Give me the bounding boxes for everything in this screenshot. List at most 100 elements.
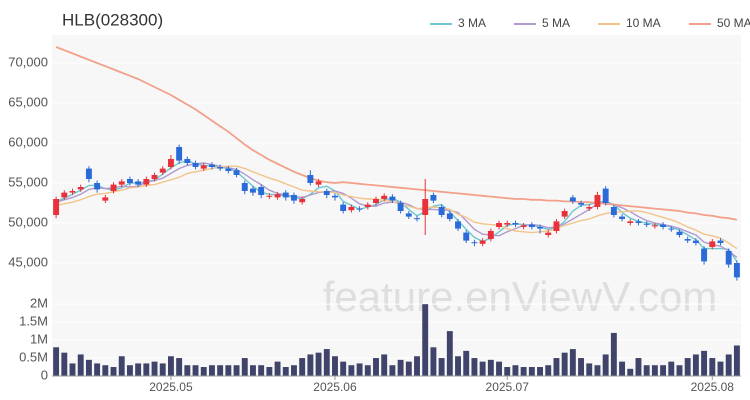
candle-body	[504, 223, 511, 225]
volume-bar	[135, 363, 142, 376]
volume-bar	[660, 365, 667, 376]
candle-body	[258, 187, 265, 195]
volume-bar	[176, 358, 183, 376]
volume-bar	[479, 361, 486, 376]
y-tick-label: 70,000	[8, 54, 48, 69]
candle-body	[717, 240, 724, 243]
volume-bar	[291, 365, 297, 376]
volume-bar	[602, 354, 609, 376]
legend-label: 5 MA	[542, 16, 570, 30]
ma-line	[55, 46, 738, 221]
volume-bar	[635, 358, 642, 376]
volume-bar	[159, 363, 166, 376]
candle-body	[701, 248, 708, 262]
legend-label: 50 MA	[717, 16, 750, 30]
volume-bar	[651, 365, 658, 376]
candle-body	[512, 223, 519, 225]
y-tick-label: 50,000	[8, 214, 48, 229]
volume-bar	[463, 350, 470, 376]
candle-body	[200, 165, 207, 169]
candle-body	[208, 164, 215, 167]
candle-body	[479, 240, 486, 244]
candle-body	[381, 195, 388, 199]
candle-body	[241, 183, 248, 191]
y-tick-label: 1.5M	[19, 314, 48, 329]
volume-bar	[725, 354, 732, 376]
candle-body	[520, 225, 527, 227]
candle-body	[266, 195, 273, 197]
volume-bar	[192, 365, 199, 376]
volume-bar	[471, 358, 478, 376]
volume-bar	[528, 367, 535, 376]
volume-bar	[208, 365, 215, 376]
candle-body	[233, 170, 240, 175]
volume-bar	[200, 367, 207, 376]
volume-bar	[701, 350, 708, 376]
volume-bar	[643, 365, 650, 376]
volume-bar	[446, 331, 453, 376]
volume-bar	[553, 358, 560, 376]
volume-bar	[102, 365, 109, 376]
volume-bar	[610, 332, 617, 376]
volume-bar	[299, 358, 306, 376]
candle-body	[192, 163, 199, 167]
candle-body	[578, 203, 585, 205]
legend-label: 3 MA	[458, 16, 486, 30]
candle-body	[725, 251, 732, 265]
candle-body	[364, 204, 371, 207]
volume-bar	[151, 361, 158, 376]
volume-bar	[619, 361, 626, 376]
volume-bar	[85, 359, 92, 376]
x-tick-label: 2025.07	[486, 380, 530, 394]
candle-body	[414, 218, 420, 220]
candle-body	[668, 228, 675, 230]
volume-bar	[53, 347, 60, 376]
candle-body	[143, 179, 150, 185]
x-tick-label: 2025.06	[313, 380, 357, 394]
volume-bar	[397, 359, 404, 376]
volume-bar	[455, 356, 461, 376]
candle-body	[537, 227, 543, 229]
candle-body	[225, 168, 232, 171]
candle-body	[602, 188, 609, 203]
volume-bar	[512, 365, 519, 376]
volume-bar	[217, 365, 224, 376]
volume-bar	[184, 365, 191, 376]
volume-bar	[422, 304, 429, 376]
volume-bar	[250, 365, 256, 376]
candle-body	[110, 184, 117, 191]
volume-bar	[94, 363, 101, 376]
y-tick-label: 1M	[30, 332, 48, 347]
candle-body	[471, 242, 478, 244]
volume-bar	[545, 365, 552, 376]
candle-body	[446, 213, 453, 219]
plot-background	[52, 297, 741, 376]
candle-body	[348, 207, 355, 211]
volume-bar	[496, 361, 502, 376]
y-tick-label: 0.5M	[19, 349, 48, 364]
candle-body	[69, 191, 76, 193]
candle-body	[323, 191, 330, 195]
candle-body	[299, 199, 306, 203]
volume-bar	[340, 361, 347, 376]
candle-body	[643, 223, 650, 225]
candle-body	[586, 207, 593, 209]
ma-line	[55, 159, 738, 262]
x-tick-label: 2025.08	[691, 380, 735, 394]
volume-bar	[692, 354, 699, 376]
legend-label: 10 MA	[626, 16, 661, 30]
y-tick-label: 45,000	[8, 254, 48, 269]
candle-body	[126, 179, 133, 183]
volume-bar	[438, 358, 445, 376]
candle-body	[85, 168, 92, 179]
y-tick-label: 2M	[30, 296, 48, 311]
candle-body	[455, 221, 461, 229]
candle-body	[332, 195, 338, 198]
volume-bar	[520, 367, 527, 376]
watermark: feature.enViewV.com	[323, 273, 718, 320]
candle-body	[397, 203, 404, 211]
candle-body	[373, 199, 379, 203]
volume-bar	[274, 361, 281, 376]
volume-bar	[537, 367, 543, 376]
